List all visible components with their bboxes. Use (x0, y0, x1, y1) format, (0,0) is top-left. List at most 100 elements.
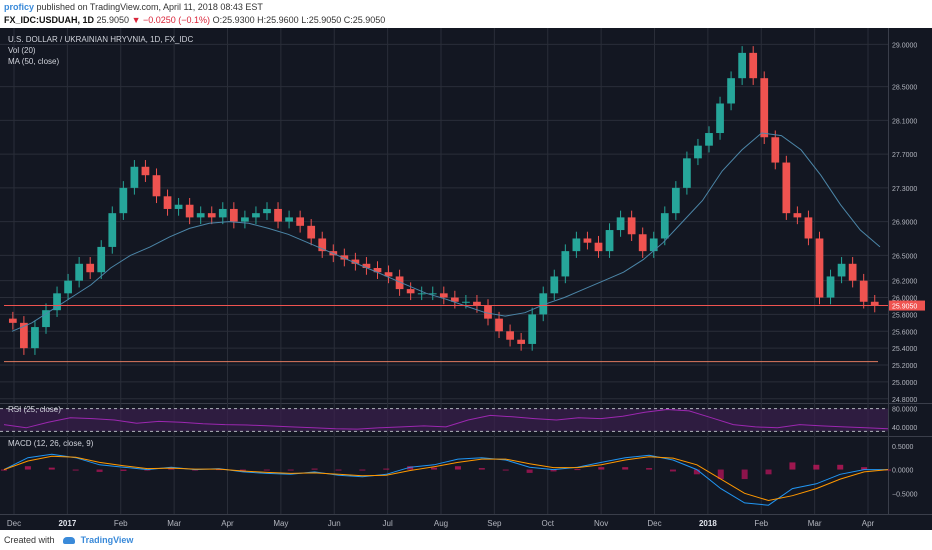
x-tick-label: Apr (862, 519, 875, 528)
macd-histogram-bar (861, 467, 868, 470)
macd-histogram-bar (502, 469, 509, 471)
macd-y-tick-label: 0.0000 (892, 468, 914, 475)
candle-body (528, 314, 537, 344)
y-tick-label: 27.3000 (892, 186, 917, 193)
x-tick-label: Mar (808, 519, 822, 528)
candle-body (870, 301, 879, 306)
candle-body (462, 301, 470, 303)
y-tick-label: 25.8000 (892, 312, 917, 319)
candle-body (86, 263, 95, 273)
candle-body (152, 175, 161, 197)
candle-body (406, 289, 415, 294)
candle-body (627, 217, 636, 235)
last-price-badge (889, 300, 925, 311)
candle-body (97, 246, 106, 273)
macd-histogram-bar (622, 467, 629, 470)
ohlc-low: L:25.9050 (301, 15, 342, 25)
candle-body (705, 133, 713, 146)
candle-body (318, 238, 327, 252)
rsi-band (0, 408, 888, 432)
macd-histogram-bar (72, 469, 79, 471)
rsi-y-tick-label: 80.0000 (892, 407, 917, 414)
macd-line (3, 453, 888, 506)
macd-histogram-bar (789, 462, 796, 470)
candle-body (671, 187, 680, 214)
candle-body (749, 52, 758, 79)
chart-frame[interactable]: Dec 2017 Feb Mar Apr May Jun Jul Aug Sep Oct Nov Dec… (0, 28, 932, 530)
symbol-label: FX_IDC:USDUAH, 1D (4, 15, 95, 25)
macd-histogram-bar (407, 466, 414, 470)
symbol-line: FX_IDC:USDUAH, 1D 25.9050 ▼ −0.0250 (−0.… (4, 15, 385, 25)
ohlc-open: O:25.9300 (212, 15, 255, 25)
candle-body (771, 137, 780, 163)
macd-histogram-bar (526, 469, 533, 473)
candle-body (616, 217, 625, 231)
candle-body (738, 52, 747, 79)
candle-body (141, 166, 150, 176)
candle-body (804, 217, 813, 239)
macd-histogram-bar (693, 469, 700, 475)
y-tick-label: 25.0000 (892, 380, 917, 387)
macd-histogram-bar (598, 467, 605, 470)
chart-canvas[interactable]: Dec 2017 Feb Mar Apr May Jun Jul Aug Sep Oct Nov Dec… (0, 28, 932, 530)
macd-y-tick-label: −0.5000 (892, 491, 918, 498)
candle-body (395, 276, 404, 290)
candle-body (782, 162, 791, 214)
candle-body (252, 213, 260, 218)
macd-histogram-bar (168, 468, 175, 470)
candle-body (351, 259, 360, 264)
candle-body (42, 310, 50, 328)
candle-body (450, 297, 459, 302)
candle-body (362, 263, 371, 269)
y-tick-label: 28.5000 (892, 85, 917, 92)
candle-body (506, 331, 514, 340)
candle-body (583, 238, 592, 243)
x-tick-label: Sep (487, 519, 502, 528)
macd-histogram-bar (239, 469, 246, 471)
rsi-legend: RSI (25, close) (8, 405, 61, 414)
macd-histogram-bar (1, 469, 7, 471)
ohlc-close: C:25.9050 (343, 15, 386, 25)
candle-body (815, 238, 824, 298)
macd-histogram-bar (454, 466, 461, 470)
candle-body (793, 213, 802, 218)
candle-body (517, 339, 526, 344)
candle-body (417, 293, 426, 295)
tradingview-logo-icon (63, 537, 76, 545)
candle-body (826, 276, 835, 298)
candle-body (848, 263, 857, 281)
x-tick-label: Aug (434, 519, 448, 528)
tradingview-link[interactable]: TradingView (80, 535, 134, 545)
author-link[interactable]: proficy (4, 2, 35, 12)
ma-line (11, 132, 881, 332)
candle-body (605, 230, 614, 252)
candle-body (484, 305, 492, 319)
y-tick-label: 27.7000 (892, 152, 917, 159)
macd-histogram-bar (550, 469, 557, 472)
candle-body (694, 145, 702, 159)
candle-body (229, 208, 238, 222)
candle-body (263, 208, 271, 214)
legend-volume: Vol (20) (8, 46, 36, 55)
macd-histogram-bar (813, 464, 820, 470)
y-tick-label: 26.9000 (892, 220, 917, 227)
macd-histogram-bar (478, 468, 485, 470)
candle-body (384, 272, 393, 277)
macd-histogram-bar (287, 469, 294, 471)
candle-body (837, 263, 846, 277)
candle-body (572, 238, 581, 252)
candle-body (53, 293, 61, 311)
candle-body (550, 276, 559, 294)
x-tick-label: 2017 (58, 519, 76, 528)
macd-histogram-bar (96, 469, 103, 472)
publish-info: published on TradingView.com, April 11, … (36, 2, 263, 12)
candle-body (31, 327, 39, 349)
ohlc-high: H:25.9600 (257, 15, 299, 25)
candle-body (428, 293, 437, 295)
x-tick-label: Dec (647, 519, 661, 528)
x-tick-label: Feb (754, 519, 768, 528)
candle-body (638, 234, 647, 252)
candle-body (439, 293, 448, 298)
macd-histogram-bar (574, 469, 581, 471)
candle-body (307, 225, 316, 239)
